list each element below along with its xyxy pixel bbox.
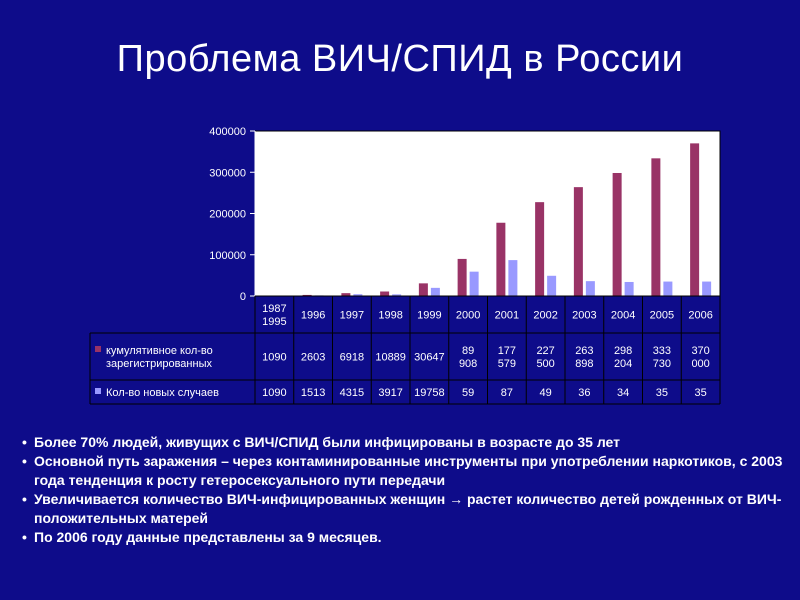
bar [624, 281, 634, 296]
data-label: 34 [617, 387, 629, 399]
category-label: 1995 [262, 316, 286, 328]
category-label: 2004 [611, 310, 635, 322]
y-tick-label: 200000 [209, 209, 246, 221]
data-label: 36 [578, 387, 590, 399]
category-label: 2005 [650, 310, 674, 322]
data-label: 4315 [340, 387, 364, 399]
y-tick-label: 300000 [209, 167, 246, 179]
bar [392, 294, 402, 296]
category-label: 1999 [417, 310, 441, 322]
data-label: 10889 [375, 352, 406, 364]
category-label: 1996 [301, 310, 325, 322]
plot-area [254, 130, 721, 297]
data-label: 49 [540, 387, 552, 399]
data-label: 30647 [414, 352, 445, 364]
category-label: 2003 [572, 310, 596, 322]
bar [302, 294, 312, 296]
bullet-text: Увеличивается количество ВИЧ-инфицирован… [34, 491, 782, 526]
data-label: 1090 [262, 387, 286, 399]
bar [535, 202, 545, 296]
bar [651, 158, 661, 296]
bullet-list: • Более 70% людей, живущих с ВИЧ/СПИД был… [22, 433, 792, 547]
data-label: 35 [656, 387, 668, 399]
bar [430, 287, 440, 296]
bar [585, 281, 595, 296]
data-label: 263 [575, 345, 593, 357]
y-tick-label: 400000 [209, 126, 246, 138]
category-label: 1987 [262, 303, 286, 315]
data-label: 298 [614, 345, 632, 357]
bullet-text: По 2006 году данные представлены за 9 ме… [34, 529, 382, 545]
legend-label: кумулятивное кол-во [106, 345, 213, 357]
data-label: 730 [653, 358, 671, 370]
data-label: 35 [695, 387, 707, 399]
bar [663, 281, 673, 296]
data-label: 898 [575, 358, 593, 370]
bullet-item: • Более 70% людей, живущих с ВИЧ/СПИД был… [22, 433, 792, 452]
bar [496, 222, 506, 296]
bullet-marker: • [22, 434, 27, 450]
page-title: Проблема ВИЧ/СПИД в России [116, 38, 684, 80]
bar [380, 291, 390, 296]
bullet-marker: • [22, 491, 27, 507]
bar [690, 143, 700, 296]
data-label: 000 [691, 358, 709, 370]
data-label: 370 [691, 345, 709, 357]
bar [702, 281, 712, 296]
y-tick-label: 100000 [209, 250, 246, 262]
bar [547, 275, 557, 296]
bar [612, 172, 622, 296]
category-label: 2002 [533, 310, 557, 322]
bullet-item: • По 2006 году данные представлены за 9 м… [22, 528, 792, 547]
bullet-marker: • [22, 529, 27, 545]
bar [353, 294, 363, 296]
bar [508, 260, 518, 296]
chart: 0 100000 200000 300000 400000 1987 1995 1996 199… [89, 126, 721, 405]
data-label: 204 [614, 358, 632, 370]
category-label: 1997 [340, 310, 364, 322]
data-label: 1513 [301, 387, 325, 399]
legend-swatch [95, 388, 101, 394]
bullet-text: Более 70% людей, живущих с ВИЧ/СПИД были… [34, 434, 621, 450]
data-label: 500 [536, 358, 554, 370]
category-label: 2006 [688, 310, 712, 322]
data-label: 3917 [378, 387, 402, 399]
bullet-marker: • [22, 453, 27, 469]
data-label: 227 [536, 345, 554, 357]
bar [573, 187, 583, 296]
bar [469, 271, 479, 296]
data-label: 19758 [414, 387, 445, 399]
bar [341, 293, 351, 296]
legend-label: Кол-во новых случаев [106, 387, 219, 399]
data-label: 6918 [340, 352, 364, 364]
data-label: 59 [462, 387, 474, 399]
bar [457, 258, 467, 296]
data-label: 2603 [301, 352, 325, 364]
bullet-item: • Увеличивается количество ВИЧ-инфицирова… [22, 490, 792, 528]
legend-label: зарегистрированных [106, 358, 212, 370]
data-label: 87 [501, 387, 513, 399]
data-label: 177 [498, 345, 516, 357]
data-label: 908 [459, 358, 477, 370]
category-label: 2000 [456, 310, 480, 322]
data-label: 579 [498, 358, 516, 370]
category-label: 1998 [378, 310, 402, 322]
data-label: 1090 [262, 352, 286, 364]
legend-swatch [95, 346, 101, 352]
bar [418, 283, 428, 296]
data-label: 333 [653, 345, 671, 357]
y-tick-label: 0 [240, 291, 246, 303]
bullet-item: • Основной путь заражения – через контами… [22, 452, 792, 490]
data-label: 89 [462, 345, 474, 357]
bullet-text: Основной путь заражения – через контамин… [34, 453, 783, 488]
category-label: 2001 [495, 310, 519, 322]
